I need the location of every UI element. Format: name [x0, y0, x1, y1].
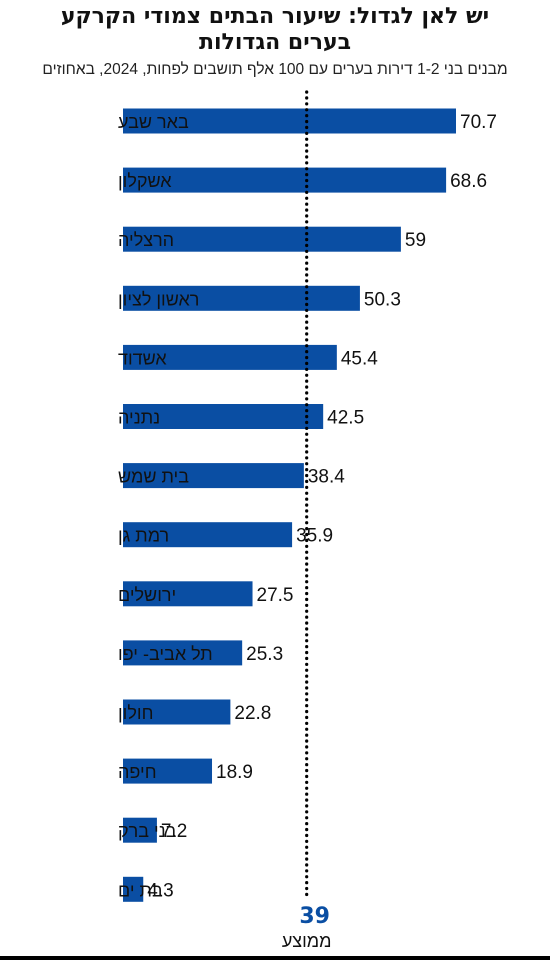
category-label: נתניה	[118, 408, 160, 428]
value-label: 4.3	[147, 880, 173, 901]
bar	[123, 463, 304, 489]
value-label: 42.5	[327, 408, 364, 429]
category-label: חולון	[118, 703, 153, 723]
average-value-label: 39	[299, 904, 330, 929]
category-label: בית שמש	[118, 467, 189, 487]
value-label: 18.9	[216, 762, 253, 783]
category-label: תל אביב- יפו	[118, 644, 213, 664]
bar	[123, 758, 213, 784]
bar	[123, 226, 401, 252]
category-label: אשקלון	[118, 171, 172, 191]
category-label: ראשון לציון	[118, 289, 199, 309]
value-label: 35.9	[296, 526, 333, 547]
bar	[123, 404, 324, 429]
bar	[123, 344, 337, 370]
value-label: 50.3	[364, 289, 401, 310]
category-label: ירושלים	[118, 585, 176, 605]
category-label: אשדוד	[118, 348, 167, 368]
bar	[123, 699, 231, 725]
bar	[123, 581, 253, 607]
bar	[123, 876, 144, 902]
chart-subtitle: מבנים בני 1-2 דירות בערים עם 100 אלף תוש…	[42, 61, 508, 78]
value-label: 25.3	[246, 644, 283, 665]
category-label: באר שבע	[118, 112, 189, 132]
bar	[123, 285, 360, 311]
bar	[123, 640, 243, 666]
bar	[123, 522, 293, 548]
value-label: 7.2	[161, 821, 187, 842]
category-label: בת ים	[118, 880, 163, 900]
bottom-divider	[0, 956, 550, 960]
bar	[123, 108, 456, 134]
chart-title: יש לאן לגדול: שיעור הבתים צמודי הקרקע בע…	[0, 4, 550, 56]
category-label: בני ברק	[118, 821, 177, 841]
value-label: 68.6	[450, 171, 487, 192]
category-label: חיפה	[118, 762, 157, 782]
value-label: 45.4	[341, 348, 378, 369]
bar	[123, 817, 157, 843]
bar	[123, 167, 447, 193]
value-label: 22.8	[234, 703, 271, 724]
value-label: 70.7	[460, 112, 497, 133]
chart-title-line-2: בערים הגדולות	[198, 30, 352, 55]
category-label: רמת גן	[118, 526, 169, 546]
average-label: ממוצע	[282, 931, 332, 951]
value-label: 38.4	[308, 467, 345, 488]
category-label: הרצליה	[118, 230, 174, 250]
chart-title-line-1: יש לאן לגדול: שיעור הבתים צמודי הקרקע	[60, 4, 490, 29]
value-label: 59	[405, 230, 426, 251]
value-label: 27.5	[257, 585, 294, 606]
